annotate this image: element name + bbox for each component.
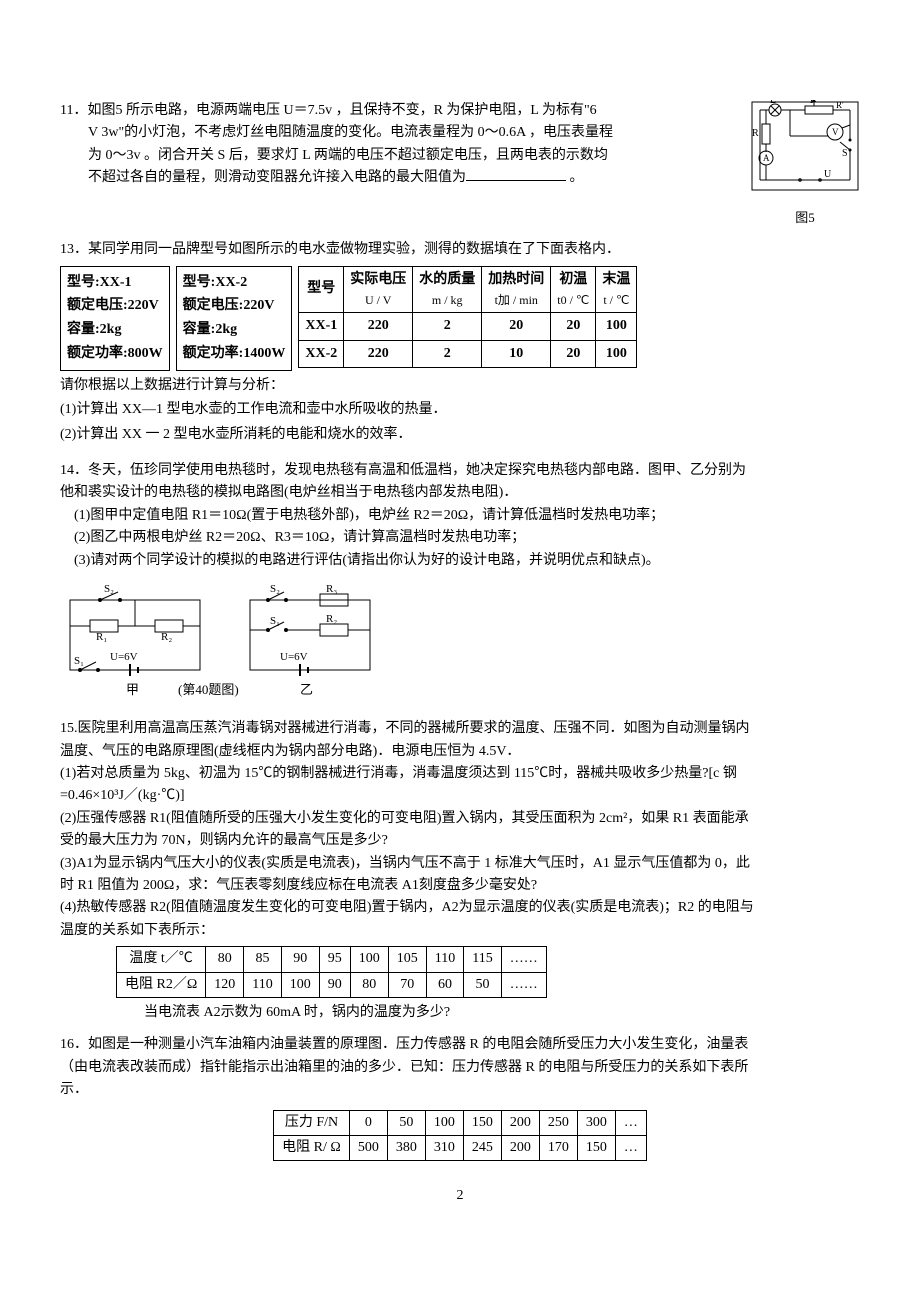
p16-l1: 16．如图是一种测量小汽车油箱内油量装置的原理图．压力传感器 R 的电阻会随所受…: [60, 1034, 860, 1056]
kettle-data-table: 型号 实际电压U / V 水的质量m / kg 加热时间t加 / min 初温t…: [298, 266, 637, 368]
page-number: 2: [60, 1185, 860, 1207]
p15-q3b: 时 R1 阻值为 200Ω，求：气压表零刻度线应标在电流表 A1刻度盘多少毫安处…: [60, 875, 860, 897]
th-t: 末温t / ℃: [596, 266, 637, 313]
figure-5: L P R' V R A: [750, 100, 860, 229]
spec1-l1: 型号:XX-1: [67, 271, 163, 295]
kettle-specs-row: 型号:XX-1 额定电压:220V 容量:2kg 额定功率:800W 型号:XX…: [60, 266, 860, 371]
problem-13: 13．某同学用同一品牌型号如图所示的电水壶做物理实验，测得的数据填在了下面表格内…: [60, 239, 860, 446]
svg-text:S₁: S₁: [74, 655, 84, 667]
problem-16: 16．如图是一种测量小汽车油箱内油量装置的原理图．压力传感器 R 的电阻会随所受…: [60, 1034, 860, 1161]
problem-14: 14．冬天，伍珍同学使用电热毯时，发现电热毯有高温和低温档，她决定探究电热毯内部…: [60, 460, 860, 708]
p14-q1: (1)图甲中定值电阻 R1＝10Ω(置于电热毯外部)，电炉丝 R2＝20Ω，请计…: [74, 505, 860, 527]
svg-text:A: A: [763, 153, 770, 163]
svg-text:R: R: [752, 128, 759, 139]
p15-q3a: (3)A1为显示锅内气压大小的仪表(实质是电流表)，当锅内气压不高于 1 标准大…: [60, 853, 860, 875]
temperature-resistance-table: 温度 t／℃ 80 85 90 95 100 105 110 115 …… 电阻…: [116, 946, 547, 998]
problem-11: 11．如图5 所示电路，电源两端电压 U＝7.5v ，且保持不变，R 为保护电阻…: [60, 100, 860, 229]
p11-line4-text: 不超过各自的量程，则滑动变阻器允许接入电路的最大阻值为: [88, 170, 466, 185]
p13-q1: (1)计算出 XX—1 型电水壶的工作电流和壶中水所吸收的热量．: [60, 399, 860, 421]
svg-text:S₁: S₁: [270, 615, 280, 627]
th-voltage: 实际电压U / V: [344, 266, 413, 313]
fig5-caption: 图5: [750, 208, 860, 229]
p14-l2: 他和裘实设计的电热毯的模拟电路图(电炉丝相当于电热毯内部发热电阻)．: [60, 482, 860, 504]
spec2-l4: 额定功率:1400W: [183, 342, 286, 366]
p14-q2: (2)图乙中两根电炉丝 R2＝20Ω、R3＝10Ω，请计算高温档时发热电功率；: [74, 527, 860, 549]
table-row: XX-2 220 2 10 20 100: [299, 340, 637, 367]
p13-ask: 请你根据以上数据进行计算与分析：: [60, 375, 860, 397]
table-row: XX-1 220 2 20 20 100: [299, 313, 637, 340]
spec2-l2: 额定电压:220V: [183, 294, 286, 318]
p15-q2b: 受的最大压力为 70N，则锅内允许的最高气压是多少?: [60, 830, 860, 852]
svg-text:P: P: [810, 100, 815, 105]
spec1-l4: 额定功率:800W: [67, 342, 163, 366]
p16-l3: 示．: [60, 1079, 860, 1101]
svg-text:S₂: S₂: [104, 583, 114, 595]
th-force: 压力 F/N: [274, 1110, 350, 1135]
svg-text:U=6V: U=6V: [280, 651, 308, 663]
th-r2: 电阻 R2／Ω: [117, 972, 206, 997]
p11-line3: 为 0～3v 。闭合开关 S 后，要求灯 L 两端的电压不超过额定电压，且两电表…: [88, 145, 738, 167]
circuit-diagram-icon: L P R' V R A: [750, 100, 860, 200]
th-model: 型号: [299, 266, 344, 313]
p14-l1: 14．冬天，伍珍同学使用电热毯时，发现电热毯有高温和低温档，她决定探究电热毯内部…: [60, 460, 860, 482]
p15-q4a: (4)热敏传感器 R2(阻值随温度发生变化的可变电阻)置于锅内，A2为显示温度的…: [60, 897, 860, 919]
p11-line2: V 3w"的小灯泡，不考虑灯丝电阻随温度的变化。电流表量程为 0～0.6A ，电…: [88, 122, 738, 144]
p15-q4b: 温度的关系如下表所示：: [60, 920, 860, 942]
p14-q3: (3)请对两个同学设计的模拟的电路进行评估(请指出你认为好的设计电路，并说明优点…: [74, 550, 860, 572]
p15-q1b: =0.46×10³J／(kg·℃)]: [60, 785, 860, 807]
p11-line4: 不超过各自的量程，则滑动变阻器允许接入电路的最大阻值为 。: [88, 167, 738, 189]
svg-text:S: S: [842, 148, 848, 159]
problem-15: 15.医院里利用高温高压蒸汽消毒锅对器械进行消毒，不同的器械所要求的温度、压强不…: [60, 718, 860, 1024]
spec2-l1: 型号:XX-2: [183, 271, 286, 295]
svg-text:甲: 甲: [126, 682, 139, 697]
svg-text:R₃: R₃: [326, 583, 337, 595]
svg-text:R₁: R₁: [96, 631, 107, 643]
th-resistance: 电阻 R/ Ω: [274, 1135, 350, 1160]
svg-text:R₂: R₂: [326, 613, 337, 625]
fig40-caption: (第40题图): [178, 682, 239, 697]
svg-text:乙: 乙: [300, 682, 313, 697]
p11-line4-end: 。: [566, 170, 584, 185]
th-time: 加热时间t加 / min: [482, 266, 551, 313]
pressure-resistance-table: 压力 F/N 0 50 100 150 200 250 300 … 电阻 R/ …: [273, 1110, 647, 1162]
p16-l2: （由电流表改装而成）指针能指示出油箱里的油的多少．已知：压力传感器 R 的电阻与…: [60, 1057, 860, 1079]
th-temp: 温度 t／℃: [117, 947, 206, 972]
svg-text:V: V: [832, 127, 839, 137]
svg-text:R': R': [836, 100, 844, 110]
spec1-l3: 容量:2kg: [67, 318, 163, 342]
svg-text:U=6V: U=6V: [110, 651, 138, 663]
p15-q1a: (1)若对总质量为 5kg、初温为 15℃的钢制器械进行消毒，消毒温度须达到 1…: [60, 763, 860, 785]
spec2-l3: 容量:2kg: [183, 318, 286, 342]
svg-text:S₂: S₂: [270, 583, 280, 595]
p15-q4c: 当电流表 A2示数为 60mA 时，锅内的温度为多少?: [144, 1002, 860, 1024]
p15-l2: 温度、气压的电路原理图(虚线框内为锅内部分电路)．电源电压恒为 4.5V．: [60, 741, 860, 763]
p11-line1: 11．如图5 所示电路，电源两端电压 U＝7.5v ，且保持不变，R 为保护电阻…: [60, 100, 738, 122]
spec1-l2: 额定电压:220V: [67, 294, 163, 318]
th-mass: 水的质量m / kg: [413, 266, 482, 313]
spec-box-1: 型号:XX-1 额定电压:220V 容量:2kg 额定功率:800W: [60, 266, 170, 371]
p15-q2a: (2)压强传感器 R1(阻值随所受的压强大小发生变化的可变电阻)置入锅内，其受压…: [60, 808, 860, 830]
problem-11-text: 11．如图5 所示电路，电源两端电压 U＝7.5v ，且保持不变，R 为保护电阻…: [60, 100, 738, 190]
circuit-pair-icon: S₂ R₁ R₂ S₁: [60, 580, 380, 700]
p13-q2: (2)计算出 XX 一 2 型电水壶所消耗的电能和烧水的效率．: [60, 424, 860, 446]
circuit-pair-figure: S₂ R₁ R₂ S₁: [60, 580, 860, 708]
p15-l1: 15.医院里利用高温高压蒸汽消毒锅对器械进行消毒，不同的器械所要求的温度、压强不…: [60, 718, 860, 740]
p13-intro: 13．某同学用同一品牌型号如图所示的电水壶做物理实验，测得的数据填在了下面表格内…: [60, 239, 860, 261]
th-t0: 初温t0 / ℃: [551, 266, 596, 313]
svg-text:R₂: R₂: [161, 631, 172, 643]
blank-fill: [466, 167, 566, 181]
svg-text:U: U: [824, 169, 832, 180]
svg-text:L: L: [770, 100, 776, 106]
spec-box-2: 型号:XX-2 额定电压:220V 容量:2kg 额定功率:1400W: [176, 266, 293, 371]
